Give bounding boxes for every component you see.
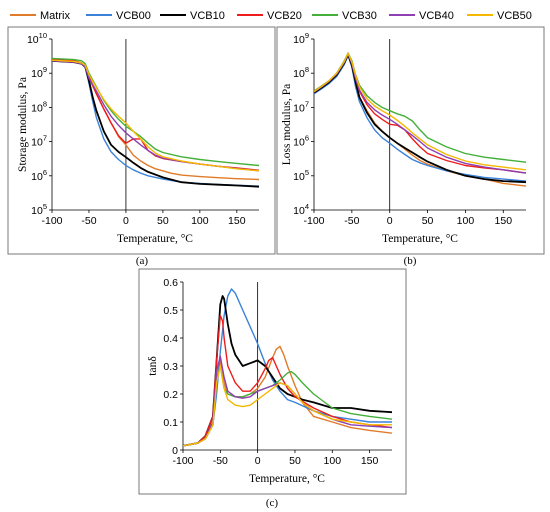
legend-label: VCB10	[190, 10, 225, 22]
x-tick-label: 50	[157, 215, 169, 227]
y-tick-label: 0.3	[163, 361, 178, 373]
y-tick-label: 107	[293, 99, 309, 114]
y-tick-label: 109	[31, 65, 47, 80]
caption-b: (b)	[404, 255, 417, 267]
x-tick-label: -50	[344, 215, 359, 227]
x-axis-label: Temperature, °C	[117, 233, 193, 245]
x-tick-label: 150	[361, 455, 379, 467]
x-tick-label: 100	[191, 215, 209, 227]
x-tick-label: 0	[255, 455, 261, 467]
x-tick-label: 100	[457, 215, 475, 227]
x-tick-label: -50	[81, 215, 96, 227]
x-tick-label: -100	[303, 215, 324, 227]
y-tick-label: 0.4	[163, 333, 178, 345]
legend-label: Matrix	[40, 10, 70, 22]
panel-b-frame	[276, 26, 545, 255]
panel-c-frame	[138, 268, 407, 495]
x-tick-label: -50	[213, 455, 228, 467]
x-tick-label: -100	[41, 215, 62, 227]
series-group	[314, 52, 527, 187]
legend-label: VCB30	[342, 10, 377, 22]
y-axis-label: Storage modulus, Pa	[17, 77, 29, 172]
y-tick-label: 109	[293, 31, 309, 46]
y-axis-label: Loss modulus, Pa	[281, 84, 293, 165]
series-line-vcb50	[52, 59, 260, 172]
panel-a-frame	[7, 26, 276, 255]
series-group	[183, 288, 393, 447]
legend-item-vcb50: VCB50	[467, 10, 532, 22]
x-tick-label: 50	[289, 455, 301, 467]
legend-item-vcb10: VCB10	[160, 10, 225, 22]
series-line-vcb50	[314, 52, 527, 171]
y-tick-label: 1010	[27, 31, 47, 46]
y-tick-label: 0.6	[163, 277, 178, 289]
series-line-vcb20	[183, 314, 393, 447]
series-group	[52, 57, 260, 188]
x-tick-label: 0	[387, 215, 393, 227]
y-tick-label: 107	[31, 134, 47, 149]
legend-label: VCB00	[116, 10, 151, 22]
x-tick-label: 150	[228, 215, 246, 227]
series-line-vcb50	[183, 365, 392, 447]
legend: Matrix VCB00 VCB10 VCB20 VCB30 VCB40 VCB50	[10, 10, 532, 22]
y-tick-label: 106	[31, 168, 47, 183]
y-tick-label: 0	[172, 445, 178, 457]
y-tick-label: 105	[293, 168, 309, 183]
y-tick-label: 108	[293, 65, 309, 80]
legend-item-vcb00: VCB00	[86, 10, 151, 22]
legend-item-vcb20: VCB20	[237, 10, 302, 22]
panel-c: -100 -50 0 50 100 150 0 0.1 0.2 0.3 0.4 0.5 0.6 Tempe…	[147, 277, 393, 485]
y-tick-label: 0.2	[163, 389, 178, 401]
y-tick-label: 0.1	[163, 417, 178, 429]
x-tick-label: 0	[123, 215, 129, 227]
caption-c: (c)	[266, 497, 279, 509]
legend-item-vcb40: VCB40	[389, 10, 454, 22]
y-tick-label: 104	[293, 202, 309, 217]
y-tick-label: 0.5	[163, 305, 178, 317]
y-axis-label: tanδ	[147, 356, 159, 375]
y-tick-label: 106	[293, 134, 309, 149]
legend-label: VCB20	[267, 10, 302, 22]
legend-label: VCB50	[497, 10, 532, 22]
panel-a: -100 -50 0 50 100 150 105 106 107 108 109 1010 Tempe…	[17, 31, 260, 245]
legend-item-vcb30: VCB30	[312, 10, 377, 22]
caption-a: (a)	[136, 255, 149, 267]
x-tick-label: 100	[324, 455, 342, 467]
y-tick-label: 105	[31, 202, 47, 217]
x-axis-label: Temperature, °C	[382, 233, 458, 245]
x-tick-label: 50	[422, 215, 434, 227]
legend-label: VCB40	[419, 10, 454, 22]
x-tick-label: 150	[495, 215, 513, 227]
x-tick-label: -100	[172, 455, 193, 467]
x-axis-label: Temperature, °C	[249, 473, 325, 485]
y-tick-label: 108	[31, 99, 47, 114]
panel-b: -100 -50 0 50 100 150 104 105 106 107 108 109 Temper…	[281, 31, 527, 245]
legend-item-matrix: Matrix	[10, 10, 70, 22]
